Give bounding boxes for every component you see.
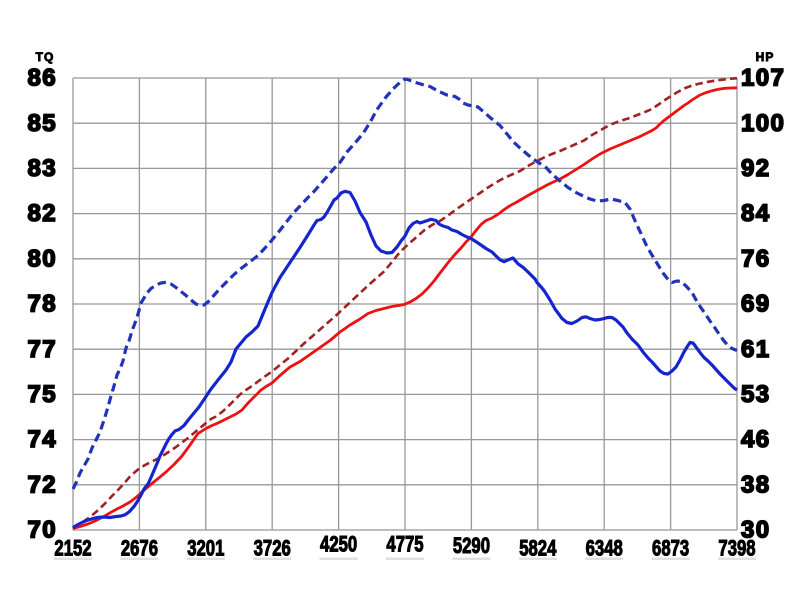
svg-text:80: 80	[28, 245, 58, 272]
svg-text:107: 107	[741, 65, 785, 92]
svg-text:75: 75	[28, 381, 58, 408]
svg-text:3201: 3201	[187, 536, 224, 561]
svg-text:53: 53	[741, 381, 771, 408]
svg-text:61: 61	[741, 336, 771, 363]
svg-text:74: 74	[28, 426, 58, 453]
svg-text:2152: 2152	[54, 536, 91, 561]
svg-text:70: 70	[28, 517, 58, 544]
svg-text:77: 77	[28, 336, 58, 363]
svg-text:4775: 4775	[386, 532, 423, 557]
svg-text:82: 82	[28, 200, 58, 227]
svg-text:100: 100	[741, 110, 785, 137]
svg-text:4250: 4250	[320, 532, 357, 557]
svg-text:3726: 3726	[254, 536, 291, 561]
svg-text:69: 69	[741, 291, 771, 318]
svg-text:76: 76	[741, 245, 771, 272]
svg-text:5824: 5824	[519, 536, 556, 561]
svg-text:84: 84	[741, 200, 771, 227]
svg-text:TQ: TQ	[36, 50, 55, 64]
svg-text:46: 46	[741, 426, 771, 453]
svg-text:30: 30	[741, 517, 771, 544]
svg-text:85: 85	[28, 110, 58, 137]
svg-text:6873: 6873	[652, 536, 689, 561]
svg-text:86: 86	[28, 65, 58, 92]
svg-text:78: 78	[28, 291, 58, 318]
svg-text:38: 38	[741, 471, 771, 498]
svg-text:7398: 7398	[718, 536, 755, 561]
svg-text:HP: HP	[756, 50, 775, 64]
svg-text:6348: 6348	[586, 536, 623, 561]
svg-text:2676: 2676	[121, 536, 158, 561]
svg-text:72: 72	[28, 471, 58, 498]
svg-text:5290: 5290	[453, 534, 490, 559]
svg-text:83: 83	[28, 155, 58, 182]
svg-text:92: 92	[741, 155, 771, 182]
